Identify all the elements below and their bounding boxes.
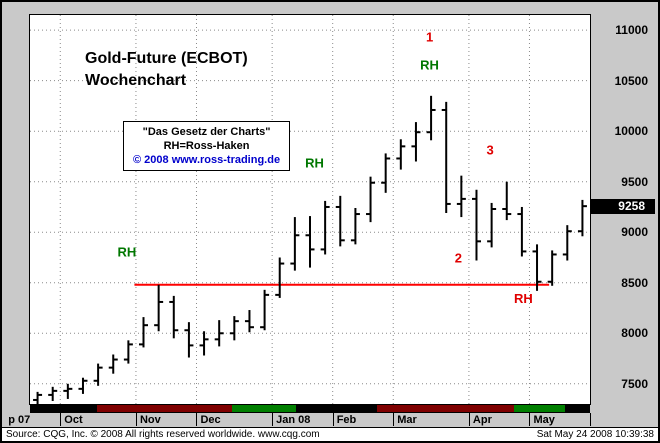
y-axis-label: 10000	[614, 124, 648, 139]
x-axis-tick	[393, 413, 395, 426]
timeline-bar	[30, 404, 590, 413]
y-axis-label: 8500	[621, 275, 648, 290]
y-axis-label: 9000	[621, 225, 648, 240]
x-axis-label: Apr	[472, 414, 492, 426]
x-axis-tick	[529, 413, 531, 426]
annotation-RH: RH	[117, 244, 136, 259]
annotation-1: 1	[426, 29, 433, 44]
y-axis-label: 7500	[621, 376, 648, 391]
annotation-RH: RH	[420, 58, 439, 73]
annotation-RH: RH	[305, 156, 324, 171]
x-axis-label: Dec	[200, 414, 221, 426]
x-axis-label: Mar	[397, 414, 417, 426]
timebar-segment	[97, 405, 232, 412]
annotation-2: 2	[455, 251, 462, 266]
x-axis-label: Jan 08	[276, 414, 311, 426]
annotation-RH: RH	[514, 291, 533, 306]
last-price-badge: 9258	[590, 198, 655, 214]
status-bar: Source: CQG, Inc. © 2008 All rights rese…	[2, 427, 658, 441]
infobox: "Das Gesetz der Charts" RH=Ross-Haken © …	[123, 121, 291, 171]
timebar-segment	[514, 405, 565, 412]
chart-plot-area[interactable]: RH RH 1 RH 2 3 RH Gold-Future (ECBOT) Wochench…	[29, 14, 591, 405]
title-block: Gold-Future (ECBOT) Wochenchart	[85, 48, 248, 92]
x-axis-label: Oct	[64, 414, 83, 426]
x-axis-label: Feb	[336, 414, 357, 426]
chart-title: Gold-Future (ECBOT)	[85, 50, 248, 67]
price-axis: 7500 8000 8500 9000 9500 10000 10500 11000 9258	[590, 2, 658, 427]
timebar-segment	[30, 405, 98, 412]
x-axis-tick	[590, 413, 591, 426]
infobox-line-1: "Das Gesetz der Charts"	[142, 126, 271, 138]
timebar-segment	[231, 405, 296, 412]
source-text: Source: CQG, Inc. © 2008 All rights rese…	[6, 429, 320, 440]
timebar-segment	[377, 405, 515, 412]
x-axis-tick	[196, 413, 198, 426]
y-axis-label: 8000	[621, 326, 648, 341]
chart-canvas: RH RH 1 RH 2 3 RH	[30, 15, 590, 404]
y-axis-label: 9500	[621, 174, 648, 189]
x-axis-tick	[272, 413, 274, 426]
timestamp: Sat May 24 2008 10:39:38	[536, 429, 654, 440]
x-axis-tick	[332, 413, 334, 426]
timebar-segment	[564, 405, 590, 412]
date-axis: p 07 Oct Nov Dec Jan 08 Feb Mar Apr May	[2, 413, 658, 427]
infobox-line-3: © 2008 www.ross-trading.de	[133, 154, 281, 166]
x-axis-tick	[468, 413, 470, 426]
y-axis-label: 11000	[615, 23, 648, 38]
annotation-3: 3	[486, 142, 493, 157]
x-axis-tick	[135, 413, 137, 426]
x-axis-tick	[60, 413, 62, 426]
x-axis-label: Nov	[139, 414, 161, 426]
y-axis-label: 10500	[614, 73, 648, 88]
timebar-segment	[296, 405, 378, 412]
x-axis-label: p 07	[8, 414, 31, 426]
infobox-line-2: RH=Ross-Haken	[163, 140, 250, 152]
chart-subtitle: Wochenchart	[85, 72, 187, 89]
x-axis-label: May	[533, 414, 555, 426]
